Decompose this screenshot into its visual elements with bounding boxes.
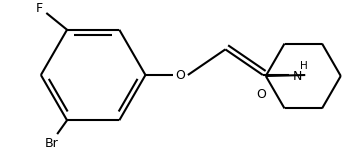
Text: O: O (175, 69, 185, 81)
Text: F: F (36, 2, 43, 15)
Text: Br: Br (44, 137, 58, 150)
Text: H: H (300, 61, 308, 71)
Text: O: O (256, 88, 266, 101)
Text: N: N (293, 71, 302, 83)
